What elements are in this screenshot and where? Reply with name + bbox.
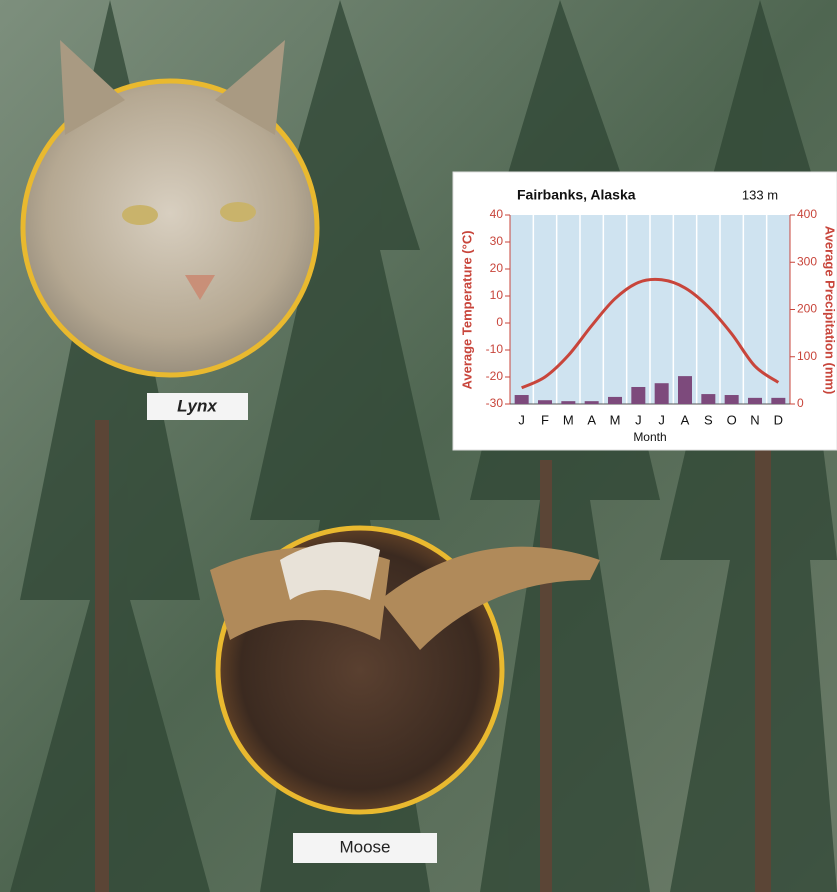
- x-tick-label: D: [774, 412, 783, 427]
- moose-antlers: [210, 542, 600, 650]
- y2-tick-label: 300: [797, 254, 817, 268]
- y-tick-label: 10: [490, 288, 504, 302]
- precipitation-bar: [538, 400, 552, 404]
- precipitation-bar: [748, 397, 762, 404]
- y-tick-label: -20: [486, 369, 504, 383]
- moose-label: Moose: [339, 837, 390, 856]
- precipitation-bar: [561, 401, 576, 404]
- x-tick-label: J: [518, 412, 525, 427]
- x-tick-label: S: [704, 412, 713, 427]
- y2-tick-label: 0: [797, 396, 804, 410]
- precipitation-bar: [724, 395, 739, 404]
- y-tick-label: 30: [490, 234, 504, 248]
- precipitation-bar: [771, 397, 786, 404]
- lynx-face: [60, 40, 285, 300]
- precipitation-bar: [608, 396, 622, 404]
- elevation: 133 m: [742, 187, 778, 202]
- x-axis-label: Month: [633, 430, 666, 444]
- x-tick-label: M: [610, 412, 621, 427]
- x-tick-label: J: [658, 412, 665, 427]
- lynx-label-box: [147, 393, 248, 420]
- x-tick-label: A: [587, 412, 596, 427]
- moose-label-box: [293, 833, 437, 863]
- precipitation-bar: [584, 401, 599, 404]
- precipitation-bar: [514, 395, 529, 404]
- precipitation-bar: [701, 394, 716, 404]
- precipitation-bar: [654, 383, 669, 404]
- y2-axis-label: Average Precipitation (mm): [823, 226, 837, 395]
- temperature-line: [521, 277, 780, 390]
- y-tick-label: -30: [486, 396, 504, 410]
- precipitation-bar: [631, 386, 646, 404]
- x-tick-label: O: [727, 412, 737, 427]
- y-tick-label: 0: [496, 315, 503, 329]
- y2-tick-label: 400: [797, 207, 817, 221]
- y2-tick-label: 200: [797, 302, 817, 316]
- lynx-photo: [20, 78, 320, 378]
- y-axis-label: Average Temperature (°C): [459, 230, 474, 389]
- y-tick-label: -10: [486, 342, 504, 356]
- chart-title: Fairbanks, Alaska: [517, 187, 636, 203]
- x-tick-label: A: [681, 412, 690, 427]
- y-tick-label: 20: [490, 261, 504, 275]
- x-tick-label: J: [635, 412, 642, 427]
- x-tick-label: M: [563, 412, 574, 427]
- x-tick-label: F: [541, 412, 549, 427]
- y2-tick-label: 100: [797, 349, 817, 363]
- y-tick-label: 40: [490, 207, 504, 221]
- precipitation-bar: [678, 376, 692, 404]
- lynx-label: Lynx: [177, 396, 218, 415]
- x-tick-label: N: [750, 412, 759, 427]
